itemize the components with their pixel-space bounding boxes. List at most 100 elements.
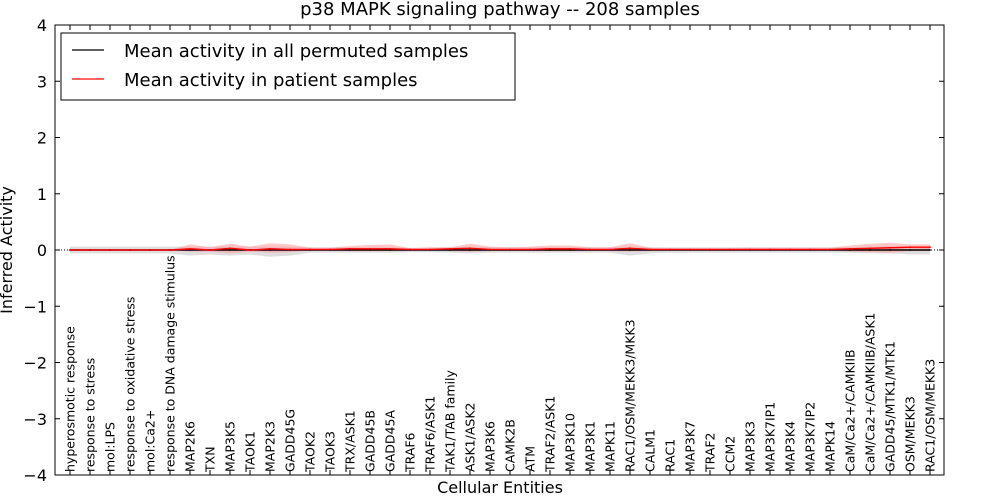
x-tick-label: MAP3K3 xyxy=(743,421,758,472)
data-point-patient xyxy=(769,248,771,251)
y-tick-label: −4 xyxy=(23,466,47,485)
x-axis-ticks: hyperosmotic response response to stress m… xyxy=(63,25,938,475)
data-point-patient xyxy=(109,249,111,251)
x-tick-label: MAP3K6 xyxy=(483,421,498,472)
x-tick-label: mol:LPS xyxy=(103,422,118,472)
x-tick-label: RAC1/OSM/MEKK3 xyxy=(923,359,938,472)
x-tick-label: MAP2K3 xyxy=(263,421,278,472)
data-point-patient xyxy=(369,247,371,250)
data-point-patient xyxy=(529,248,531,251)
y-axis-ticks: 4 3 2 1 0 −1 −2 −3 −4 xyxy=(23,16,944,485)
data-point-patient xyxy=(389,247,391,250)
x-tick-label: MAP2K6 xyxy=(183,421,198,472)
x-tick-label: OSM/MEKK3 xyxy=(903,396,918,472)
data-point-permuted xyxy=(889,249,891,251)
data-point-patient xyxy=(489,248,491,251)
data-point-patient xyxy=(809,248,811,251)
data-point-patient xyxy=(469,247,471,250)
x-tick-label: response to stress xyxy=(83,358,98,472)
data-point-permuted xyxy=(929,249,931,251)
x-tick-label: TRAF6/ASK1 xyxy=(423,396,438,473)
x-tick-label: TXN xyxy=(203,446,218,473)
chart-title: p38 MAPK signaling pathway -- 208 sample… xyxy=(300,0,700,20)
x-tick-label: CALM1 xyxy=(643,429,658,472)
data-point-patient xyxy=(669,248,671,251)
x-tick-label: TAOK2 xyxy=(303,431,318,473)
data-point-patient xyxy=(329,248,331,251)
legend: Mean activity in all permuted samples Me… xyxy=(60,32,516,101)
x-tick-label: TRAF2 xyxy=(703,432,718,473)
data-point-patient xyxy=(829,248,831,251)
data-point-patient xyxy=(929,246,931,249)
data-point-permuted xyxy=(229,249,231,251)
x-tick-label: CaM/Ca2+/CAMKIIB xyxy=(843,349,858,472)
x-tick-label: response to DNA damage stimulus xyxy=(163,255,178,472)
data-point-patient xyxy=(189,247,191,250)
x-tick-label: ASK1/ASK2 xyxy=(463,403,478,472)
data-point-patient xyxy=(609,248,611,251)
data-point-patient xyxy=(729,248,731,251)
data-point-patient xyxy=(149,249,151,251)
x-tick-label: CCM2 xyxy=(723,436,738,472)
x-tick-label: MAP3K1 xyxy=(583,421,598,472)
data-point-patient xyxy=(589,248,591,251)
x-tick-label: GADD45A xyxy=(383,410,398,472)
legend-label-permuted: Mean activity in all permuted samples xyxy=(124,41,468,62)
x-tick-label: MAP3K7IP1 xyxy=(763,402,778,472)
y-tick-label: 4 xyxy=(37,16,47,35)
x-tick-label: GADD45B xyxy=(363,410,378,472)
series-line-patient xyxy=(70,246,930,251)
data-point-patient xyxy=(869,247,871,250)
data-point-permuted xyxy=(629,249,631,251)
x-tick-label: GADD45/MTK1/MTK1 xyxy=(883,341,898,472)
data-point-patient xyxy=(629,247,631,250)
x-tick-label: TAOK3 xyxy=(323,431,338,473)
data-point-patient xyxy=(709,248,711,251)
x-tick-label: mol:Ca2+ xyxy=(143,410,158,472)
data-point-patient xyxy=(849,247,851,250)
data-point-patient xyxy=(549,247,551,250)
x-tick-label: RAC1/OSM/MEKK3/MKK3 xyxy=(623,319,638,472)
plot-frame xyxy=(54,24,945,476)
series-lines xyxy=(55,246,944,251)
data-point-patient xyxy=(449,247,451,250)
data-point-permuted xyxy=(869,249,871,251)
data-point-patient xyxy=(229,247,231,250)
x-tick-label: TRAF2/ASK1 xyxy=(543,396,558,473)
data-point-patient xyxy=(749,248,751,251)
data-point-patient xyxy=(269,247,271,250)
x-tick-label: TAOK1 xyxy=(243,431,258,473)
data-point-patient xyxy=(429,248,431,251)
y-tick-label: −2 xyxy=(23,354,47,373)
data-point-patient xyxy=(689,248,691,251)
y-tick-label: 0 xyxy=(37,241,47,260)
x-tick-label: MAP3K10 xyxy=(563,413,578,472)
x-tick-label: TRX/ASK1 xyxy=(343,410,358,473)
data-point-patient xyxy=(409,248,411,251)
x-tick-label: ATM xyxy=(523,446,538,472)
data-point-patient xyxy=(69,249,71,251)
x-tick-label: MAPK14 xyxy=(823,421,838,472)
y-tick-label: −1 xyxy=(23,297,47,316)
legend-box xyxy=(60,32,516,101)
data-point-patient xyxy=(89,249,91,251)
x-tick-label: MAP3K7 xyxy=(683,421,698,472)
x-tick-label: RAC1 xyxy=(663,439,678,472)
y-tick-label: 3 xyxy=(37,72,47,91)
x-tick-label: MAPK11 xyxy=(603,421,618,472)
legend-label-patient: Mean activity in patient samples xyxy=(124,70,418,91)
y-tick-label: 2 xyxy=(37,129,47,148)
x-tick-label: CaM/Ca2+/CAMKIIB/ASK1 xyxy=(863,313,878,472)
data-point-permuted xyxy=(909,249,911,251)
data-point-patient xyxy=(789,248,791,251)
data-point-patient xyxy=(509,248,511,251)
data-point-patient xyxy=(209,249,211,251)
data-point-patient xyxy=(889,246,891,249)
data-point-permuted xyxy=(469,249,471,251)
x-tick-label: TAK1/TAB family xyxy=(443,369,458,473)
y-tick-label: −3 xyxy=(23,410,47,429)
data-point-patient xyxy=(289,248,291,251)
x-tick-label: MAP3K7IP2 xyxy=(803,402,818,472)
data-point-patient xyxy=(569,247,571,250)
